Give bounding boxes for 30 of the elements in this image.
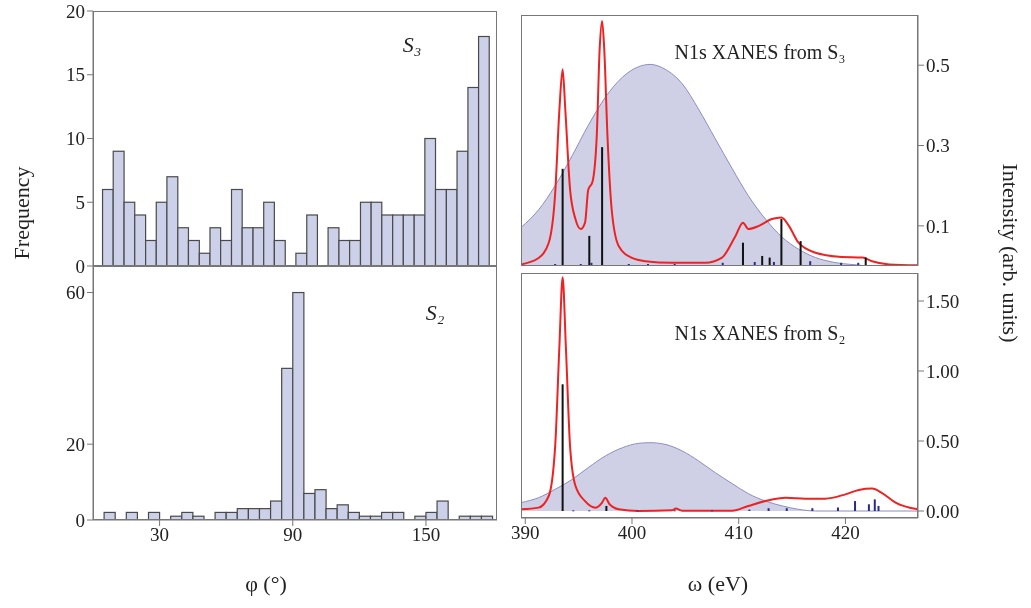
x-tick-label: 90 — [283, 524, 303, 546]
x-tick-label: 390 — [511, 522, 540, 544]
y-tick-label: 20 — [66, 433, 85, 455]
y-tick-label: 0.50 — [926, 430, 960, 452]
y-tick-label: 0 — [75, 509, 85, 531]
y-tick-label: 1.50 — [926, 290, 960, 312]
x-tick-label: 410 — [724, 522, 753, 544]
text: N1s XANES from S₃ — [674, 40, 846, 64]
y-axis-title: Frequency — [9, 166, 35, 260]
x-tick-label: 420 — [831, 522, 860, 544]
y-tick-label: 0.3 — [926, 135, 950, 157]
y-tick-label: 0.5 — [926, 54, 950, 76]
y-tick-label: 0.00 — [926, 500, 960, 522]
x-tick-label: 150 — [411, 524, 441, 546]
x-tick-label: 30 — [150, 524, 170, 546]
text: S₂ — [425, 300, 445, 326]
text: N1s XANES from S₂ — [674, 321, 846, 345]
x-axis-title: ω (eV) — [687, 571, 749, 597]
x-axis-title: φ (°) — [245, 571, 287, 597]
x-tick-label: 400 — [617, 522, 647, 544]
y-tick-label: 15 — [66, 64, 85, 86]
y-tick-label: 60 — [66, 282, 85, 304]
y-tick-label: 5 — [75, 191, 85, 213]
y-tick-label: 0.1 — [926, 215, 950, 237]
text: S₃ — [402, 32, 422, 58]
y-tick-label: 10 — [66, 128, 85, 150]
y-tick-label: 1.00 — [926, 360, 960, 382]
y-tick-label: 0 — [75, 255, 85, 277]
y-tick-label: 20 — [66, 0, 85, 22]
y-axis-title: Intensity (arb. units) — [997, 163, 1023, 343]
